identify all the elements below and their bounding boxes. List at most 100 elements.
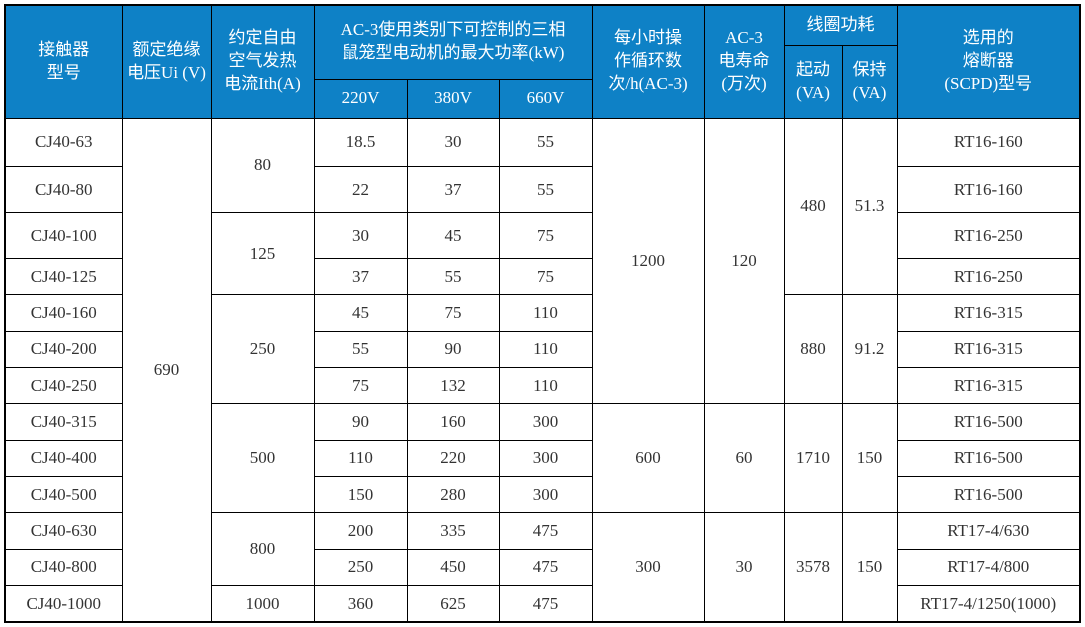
kw380-cell: 280	[406, 476, 500, 514]
cycles-cell: 300	[591, 512, 705, 623]
ith-cell: 80	[210, 117, 315, 214]
kw380-cell: 220	[406, 439, 500, 478]
kw380-cell: 75	[406, 294, 500, 332]
table-row: CJ40-400 110 220 300 RT16-500	[4, 439, 1081, 478]
life-cell: 60	[703, 403, 785, 514]
kw660-cell: 300	[498, 403, 593, 441]
kw220-cell: 150	[313, 476, 408, 514]
kw660-cell: 75	[498, 212, 593, 259]
ith-cell: 800	[210, 512, 315, 587]
kw220-cell: 18.5	[313, 117, 408, 167]
fuse-cell: RT16-160	[896, 165, 1081, 214]
coil-start-cell: 480	[783, 117, 843, 296]
kw660-cell: 55	[498, 117, 593, 167]
table-header: 接触器 型号 额定绝缘 电压Ui (V) 约定自由 空气发热 电流Ith(A) …	[4, 4, 1081, 119]
table-row: CJ40-500 150 280 300 RT16-500	[4, 476, 1081, 514]
model-cell: CJ40-160	[4, 294, 123, 332]
table-row: CJ40-630 800 200 335 475 300 30 3578 150…	[4, 512, 1081, 623]
kw220-cell: 30	[313, 212, 408, 259]
kw660-cell: 55	[498, 165, 593, 214]
model-cell: CJ40-800	[4, 548, 123, 587]
model-cell: CJ40-200	[4, 330, 123, 368]
fuse-cell: RT17-4/630	[896, 512, 1081, 550]
col-header-max-power-group: AC-3使用类别下可控制的三相 鼠笼型电动机的最大功率(kW)	[313, 4, 593, 80]
table-row: CJ40-160 250 45 75 110 880 91.2 RT16-315	[4, 294, 1081, 405]
fuse-cell: RT16-315	[896, 330, 1081, 368]
table-row: CJ40-1000 1000 360 625 475 RT17-4/1250(1…	[4, 585, 1081, 623]
life-cell: 120	[703, 117, 785, 405]
col-header-thermal-current: 约定自由 空气发热 电流Ith(A)	[210, 4, 315, 119]
col-header-coil-start: 起动 (VA)	[783, 44, 843, 119]
kw660-cell: 475	[498, 548, 593, 587]
kw220-cell: 37	[313, 257, 408, 296]
kw660-cell: 75	[498, 257, 593, 296]
fuse-cell: RT16-315	[896, 294, 1081, 332]
kw220-cell: 360	[313, 585, 408, 623]
col-header-rated-insulation-voltage: 额定绝缘 电压Ui (V)	[121, 4, 212, 119]
kw380-cell: 450	[406, 548, 500, 587]
ith-cell: 250	[210, 294, 315, 405]
col-header-380v: 380V	[406, 78, 500, 119]
ith-cell: 125	[210, 212, 315, 296]
kw380-cell: 625	[406, 585, 500, 623]
kw380-cell: 45	[406, 212, 500, 259]
model-cell: CJ40-63	[4, 117, 123, 167]
kw220-cell: 22	[313, 165, 408, 214]
header-row-2: 起动 (VA) 保持 (VA)	[5, 44, 1080, 119]
kw220-cell: 250	[313, 548, 408, 587]
coil-start-cell: 1710	[783, 403, 843, 514]
model-cell: CJ40-100	[4, 212, 123, 259]
table-row: CJ40-800 250 450 475 RT17-4/800	[4, 548, 1081, 587]
fuse-cell: RT16-250	[896, 257, 1081, 296]
cycles-cell: 1200	[591, 117, 705, 405]
model-cell: CJ40-80	[4, 165, 123, 214]
model-cell: CJ40-315	[4, 403, 123, 441]
kw660-cell: 110	[498, 330, 593, 368]
kw660-cell: 475	[498, 512, 593, 550]
model-cell: CJ40-1000	[4, 585, 123, 623]
kw380-cell: 90	[406, 330, 500, 368]
kw660-cell: 300	[498, 476, 593, 514]
model-cell: CJ40-500	[4, 476, 123, 514]
coil-start-cell: 3578	[783, 512, 843, 623]
ith-cell: 500	[210, 403, 315, 514]
life-cell: 30	[703, 512, 785, 623]
kw220-cell: 55	[313, 330, 408, 368]
col-header-coil-power-group: 线圈功耗	[783, 4, 898, 46]
fuse-cell: RT17-4/800	[896, 548, 1081, 587]
fuse-cell: RT16-315	[896, 366, 1081, 405]
col-header-electrical-life: AC-3 电寿命 (万次)	[703, 4, 785, 119]
col-header-220v: 220V	[313, 78, 408, 119]
table-row: CJ40-100 125 30 45 75 RT16-250	[4, 212, 1081, 296]
table-row: CJ40-315 500 90 160 300 600 60 1710 150 …	[4, 403, 1081, 514]
fuse-cell: RT16-500	[896, 476, 1081, 514]
table-row: CJ40-80 22 37 55 RT16-160	[4, 165, 1081, 214]
kw660-cell: 475	[498, 585, 593, 623]
fuse-cell: RT16-500	[896, 439, 1081, 478]
table-row: CJ40-250 75 132 110 RT16-315	[4, 366, 1081, 405]
kw380-cell: 132	[406, 366, 500, 405]
fuse-cell: RT17-4/1250(1000)	[896, 585, 1081, 623]
table-row: CJ40-200 55 90 110 RT16-315	[4, 330, 1081, 368]
col-header-fuse: 选用的 熔断器 (SCPD)型号	[896, 4, 1081, 119]
model-cell: CJ40-125	[4, 257, 123, 296]
kw660-cell: 110	[498, 366, 593, 405]
fuse-cell: RT16-160	[896, 117, 1081, 167]
col-header-cycles-per-hour: 每小时操 作循环数 次/h(AC-3)	[591, 4, 705, 119]
model-cell: CJ40-250	[4, 366, 123, 405]
kw380-cell: 30	[406, 117, 500, 167]
coil-hold-cell: 150	[841, 512, 898, 623]
col-header-660v: 660V	[498, 78, 593, 119]
table-row: CJ40-125 37 55 75 RT16-250	[4, 257, 1081, 296]
col-header-coil-hold: 保持 (VA)	[841, 44, 898, 119]
table-row: CJ40-63 690 80 18.5 30 55 1200 120 480 5…	[4, 117, 1081, 623]
contactor-spec-table: 接触器 型号 额定绝缘 电压Ui (V) 约定自由 空气发热 电流Ith(A) …	[4, 4, 1082, 623]
kw220-cell: 90	[313, 403, 408, 441]
ith-cell: 1000	[210, 585, 315, 623]
coil-hold-cell: 150	[841, 403, 898, 514]
header-row-1: 接触器 型号 额定绝缘 电压Ui (V) 约定自由 空气发热 电流Ith(A) …	[4, 4, 1081, 119]
kw220-cell: 45	[313, 294, 408, 332]
coil-start-cell: 880	[783, 294, 843, 405]
kw220-cell: 110	[313, 439, 408, 478]
kw380-cell: 55	[406, 257, 500, 296]
